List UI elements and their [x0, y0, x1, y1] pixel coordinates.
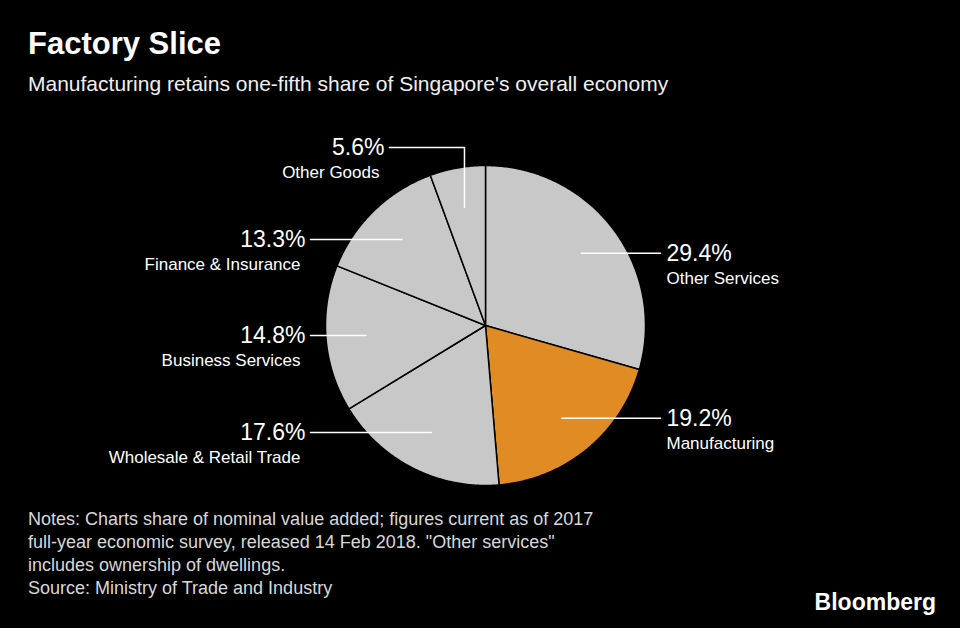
html-text:includes ownership of dwelling: includes ownership of dwellings.	[28, 555, 286, 575]
html-text:Notes: Charts share of nominal: Notes: Charts share of nominal value add…	[28, 509, 594, 529]
svg-text:Business Services: Business Services	[162, 351, 301, 370]
svg-text:13.3%: 13.3%	[240, 226, 305, 252]
html-text:Bloomberg: Bloomberg	[814, 589, 936, 615]
html-text:Factory Slice: Factory Slice	[28, 26, 221, 61]
svg-text:Other Services: Other Services	[667, 269, 779, 288]
svg-text:14.8%: 14.8%	[240, 322, 305, 348]
svg-text:Manufacturing: Manufacturing	[667, 434, 775, 453]
svg-text:5.6%: 5.6%	[332, 134, 384, 160]
svg-text:19.2%: 19.2%	[667, 405, 732, 431]
svg-text:Finance & Insurance: Finance & Insurance	[145, 255, 301, 274]
svg-text:29.4%: 29.4%	[667, 240, 732, 266]
html-text:Manufacturing retains one-fift: Manufacturing retains one-fifth share of…	[28, 72, 669, 95]
svg-text:Other Goods: Other Goods	[282, 163, 379, 182]
svg-text:17.6%: 17.6%	[240, 419, 305, 445]
svg-text:Wholesale & Retail Trade: Wholesale & Retail Trade	[109, 448, 301, 467]
html-text:full-year economic survey, rel: full-year economic survey, released 14 F…	[28, 532, 555, 552]
html-text:Source: Ministry of Trade and: Source: Ministry of Trade and Industry	[28, 578, 333, 598]
